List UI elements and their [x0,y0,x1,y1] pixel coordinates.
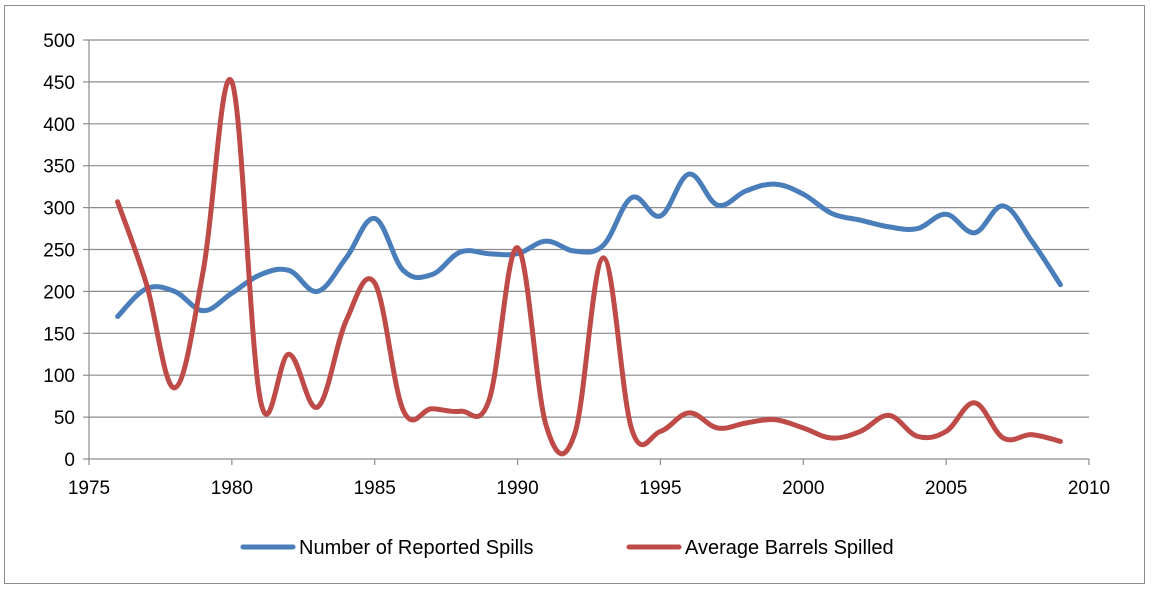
y-tick-label: 450 [43,73,75,94]
gridlines [89,39,1089,418]
y-tick-label: 150 [43,324,75,345]
series-line-average-barrels-spilled [115,77,1063,457]
y-tick-label: 500 [43,31,75,52]
axes [83,39,1090,465]
series-line-number-of-reported-spills [115,171,1063,320]
y-tick-label: 100 [43,366,75,387]
x-tick-label: 1990 [496,478,538,499]
x-tick-label: 1980 [211,478,253,499]
x-tick-label: 2000 [782,478,824,499]
x-tick-label: 2010 [1068,478,1110,499]
y-tick-label: 400 [43,115,75,136]
y-tick-label: 250 [43,241,75,262]
x-tick-label: 2005 [925,478,967,499]
legend-label: Number of Reported Spills [299,537,534,559]
series-lines [115,77,1063,457]
y-tick-label: 0 [64,450,75,471]
x-tick-label: 1995 [639,478,681,499]
y-tick-label: 50 [54,408,75,429]
legend-label: Average Barrels Spilled [685,537,894,559]
x-tick-label: 1975 [68,478,110,499]
y-tick-label: 200 [43,282,75,303]
y-tick-label: 350 [43,157,75,178]
y-tick-label: 300 [43,199,75,220]
x-tick-labels: 1975 1980 1985 1990 1995 2000 2005 2010 [68,478,1110,499]
y-tick-labels: 0 50 100 150 200 250 300 350 400 450 500 [43,31,75,471]
legend: Number of Reported Spills Average Barrels… [240,537,894,559]
x-tick-label: 1985 [354,478,396,499]
chart-frame: 0 50 100 150 200 250 300 350 400 450 500 1975 1980 1… [4,5,1145,584]
